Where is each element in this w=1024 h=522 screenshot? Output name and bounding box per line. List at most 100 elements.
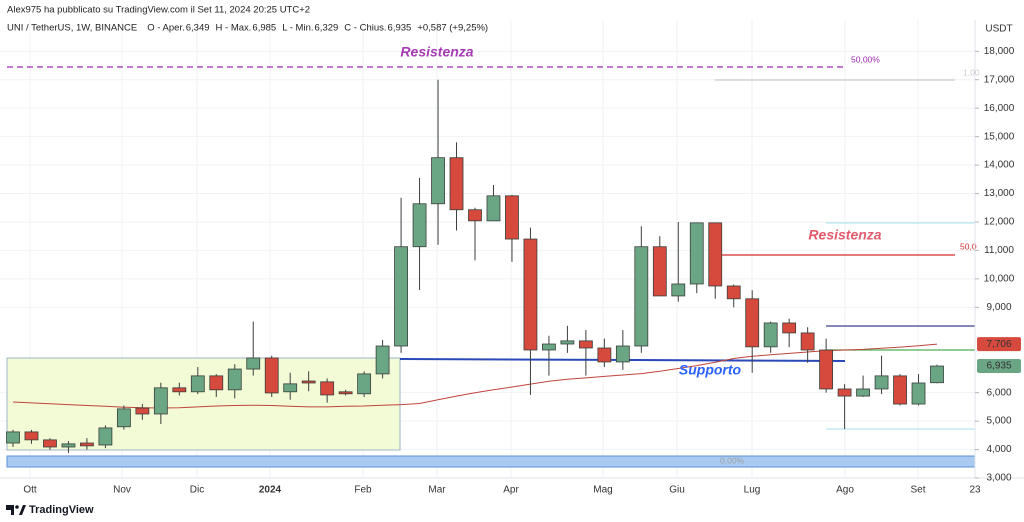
annotation: Resistenza [400,44,473,60]
candle-body [671,283,686,297]
candle-body [431,157,445,205]
candle-body [375,345,390,375]
price-label-box [977,359,1021,374]
x-tick-label: Feb [354,485,372,496]
candle-body [190,375,205,393]
candle-body [578,340,593,349]
candle-body [782,322,797,334]
candle-body [80,442,94,447]
candle-body [930,365,944,384]
candle-body [893,375,907,405]
candle-body [24,431,39,441]
x-tick-label: Set [910,485,925,496]
y-tick-label: 9,000 [986,302,1011,313]
annotation: 1,00 [963,67,980,77]
candle-body [597,347,612,363]
axis: 3,000 4,000 5,000 6,000 9,000 10,000 11,000 12,… [23,46,1021,496]
legend-text: O - Aper. [147,23,185,34]
candle-body [911,382,926,405]
price-label: 6,935 [986,361,1011,372]
legend: UNI / TetherUS, 1W, BINANCE O - Aper. 6,34… [7,23,488,34]
y-tick-label: 16,000 [984,103,1015,114]
candle-body [227,368,242,391]
y-tick-label: 12,000 [984,217,1015,228]
legend-text: 6,349 [186,23,210,34]
candle-body [6,431,20,444]
legend-text: H - Max. [216,23,252,34]
x-tick-label: Mar [428,485,446,496]
price-label-box [977,337,1021,352]
candle-body [542,343,556,351]
price-label: 7,706 [986,339,1011,350]
y-tick-label: 15,000 [984,131,1015,142]
candle-body [615,345,630,363]
footer-logo: TradingView [6,504,94,516]
candle-body [634,246,649,347]
y-tick-label: 4,000 [986,444,1011,455]
logo-mark [6,505,14,510]
x-tick-label: 23 [969,485,981,496]
candle-body [153,387,168,415]
candle-body [468,209,482,222]
candle-body [338,391,353,395]
x-tick-label: Ago [836,485,854,496]
candle-body [394,246,408,347]
legend-text: 6,329 [315,23,339,34]
candle-body [837,388,852,397]
candle-body [708,222,723,287]
logo-mark [11,505,14,515]
candle-body [209,375,224,391]
candle-body [61,443,76,448]
x-tick-label: 2024 [259,485,282,496]
candle-body [43,439,57,448]
y-tick-label: 5,000 [986,416,1011,427]
candle-body [172,387,187,393]
range-box [6,357,401,451]
x-tick-label: Mag [593,485,612,496]
candle-body [301,380,316,384]
annotation: 50,0 [960,241,977,251]
y-tick-label: 14,000 [984,160,1015,171]
legend-text: +0,587 (+9,25%) [417,23,488,34]
candle-body [264,357,279,394]
candle-body [856,388,870,397]
candle-body [357,373,372,395]
y-tick-label: 18,000 [984,46,1015,57]
plot [6,79,944,453]
y-tick-label: 11,000 [984,245,1014,256]
annotation: Resistenza [808,227,881,243]
publisher: Alex975 ha pubblicato su TradingView.com… [7,5,310,16]
x-tick-label: Giu [669,485,685,496]
candle-body [412,203,427,248]
y-tick-label: 3,000 [986,473,1011,484]
x-tick-label: Dic [190,485,204,496]
annotation: Supporto [679,362,742,378]
x-tick-label: Apr [503,485,519,496]
legend-text: UNI / TetherUS, 1W, BINANCE [7,23,137,34]
annotation: 0,00% [720,455,745,465]
candle-body [523,238,538,351]
candle-body [726,285,741,300]
candle-body [800,332,815,351]
x-tick-label: Lug [744,485,761,496]
x-tick-label: Ott [23,485,37,496]
legend-text: C - Chius. [344,23,386,34]
candle-body [283,383,298,393]
y-tick-label: 13,000 [984,188,1015,199]
legend-text: L - Min. [282,23,313,34]
currency: USDT [985,24,1012,35]
y-tick-label: 17,000 [984,74,1015,85]
candle-body [116,408,131,428]
candle-body [819,349,834,390]
y-tick-label: 10,000 [984,274,1015,285]
candle-body [135,407,150,415]
support-band [6,455,976,468]
candle-body [98,427,113,446]
annotation: 50,00% [851,54,880,64]
candle-body [246,357,261,370]
candle-body [689,222,704,285]
candle-body [763,322,778,348]
logo-mark [15,505,19,509]
